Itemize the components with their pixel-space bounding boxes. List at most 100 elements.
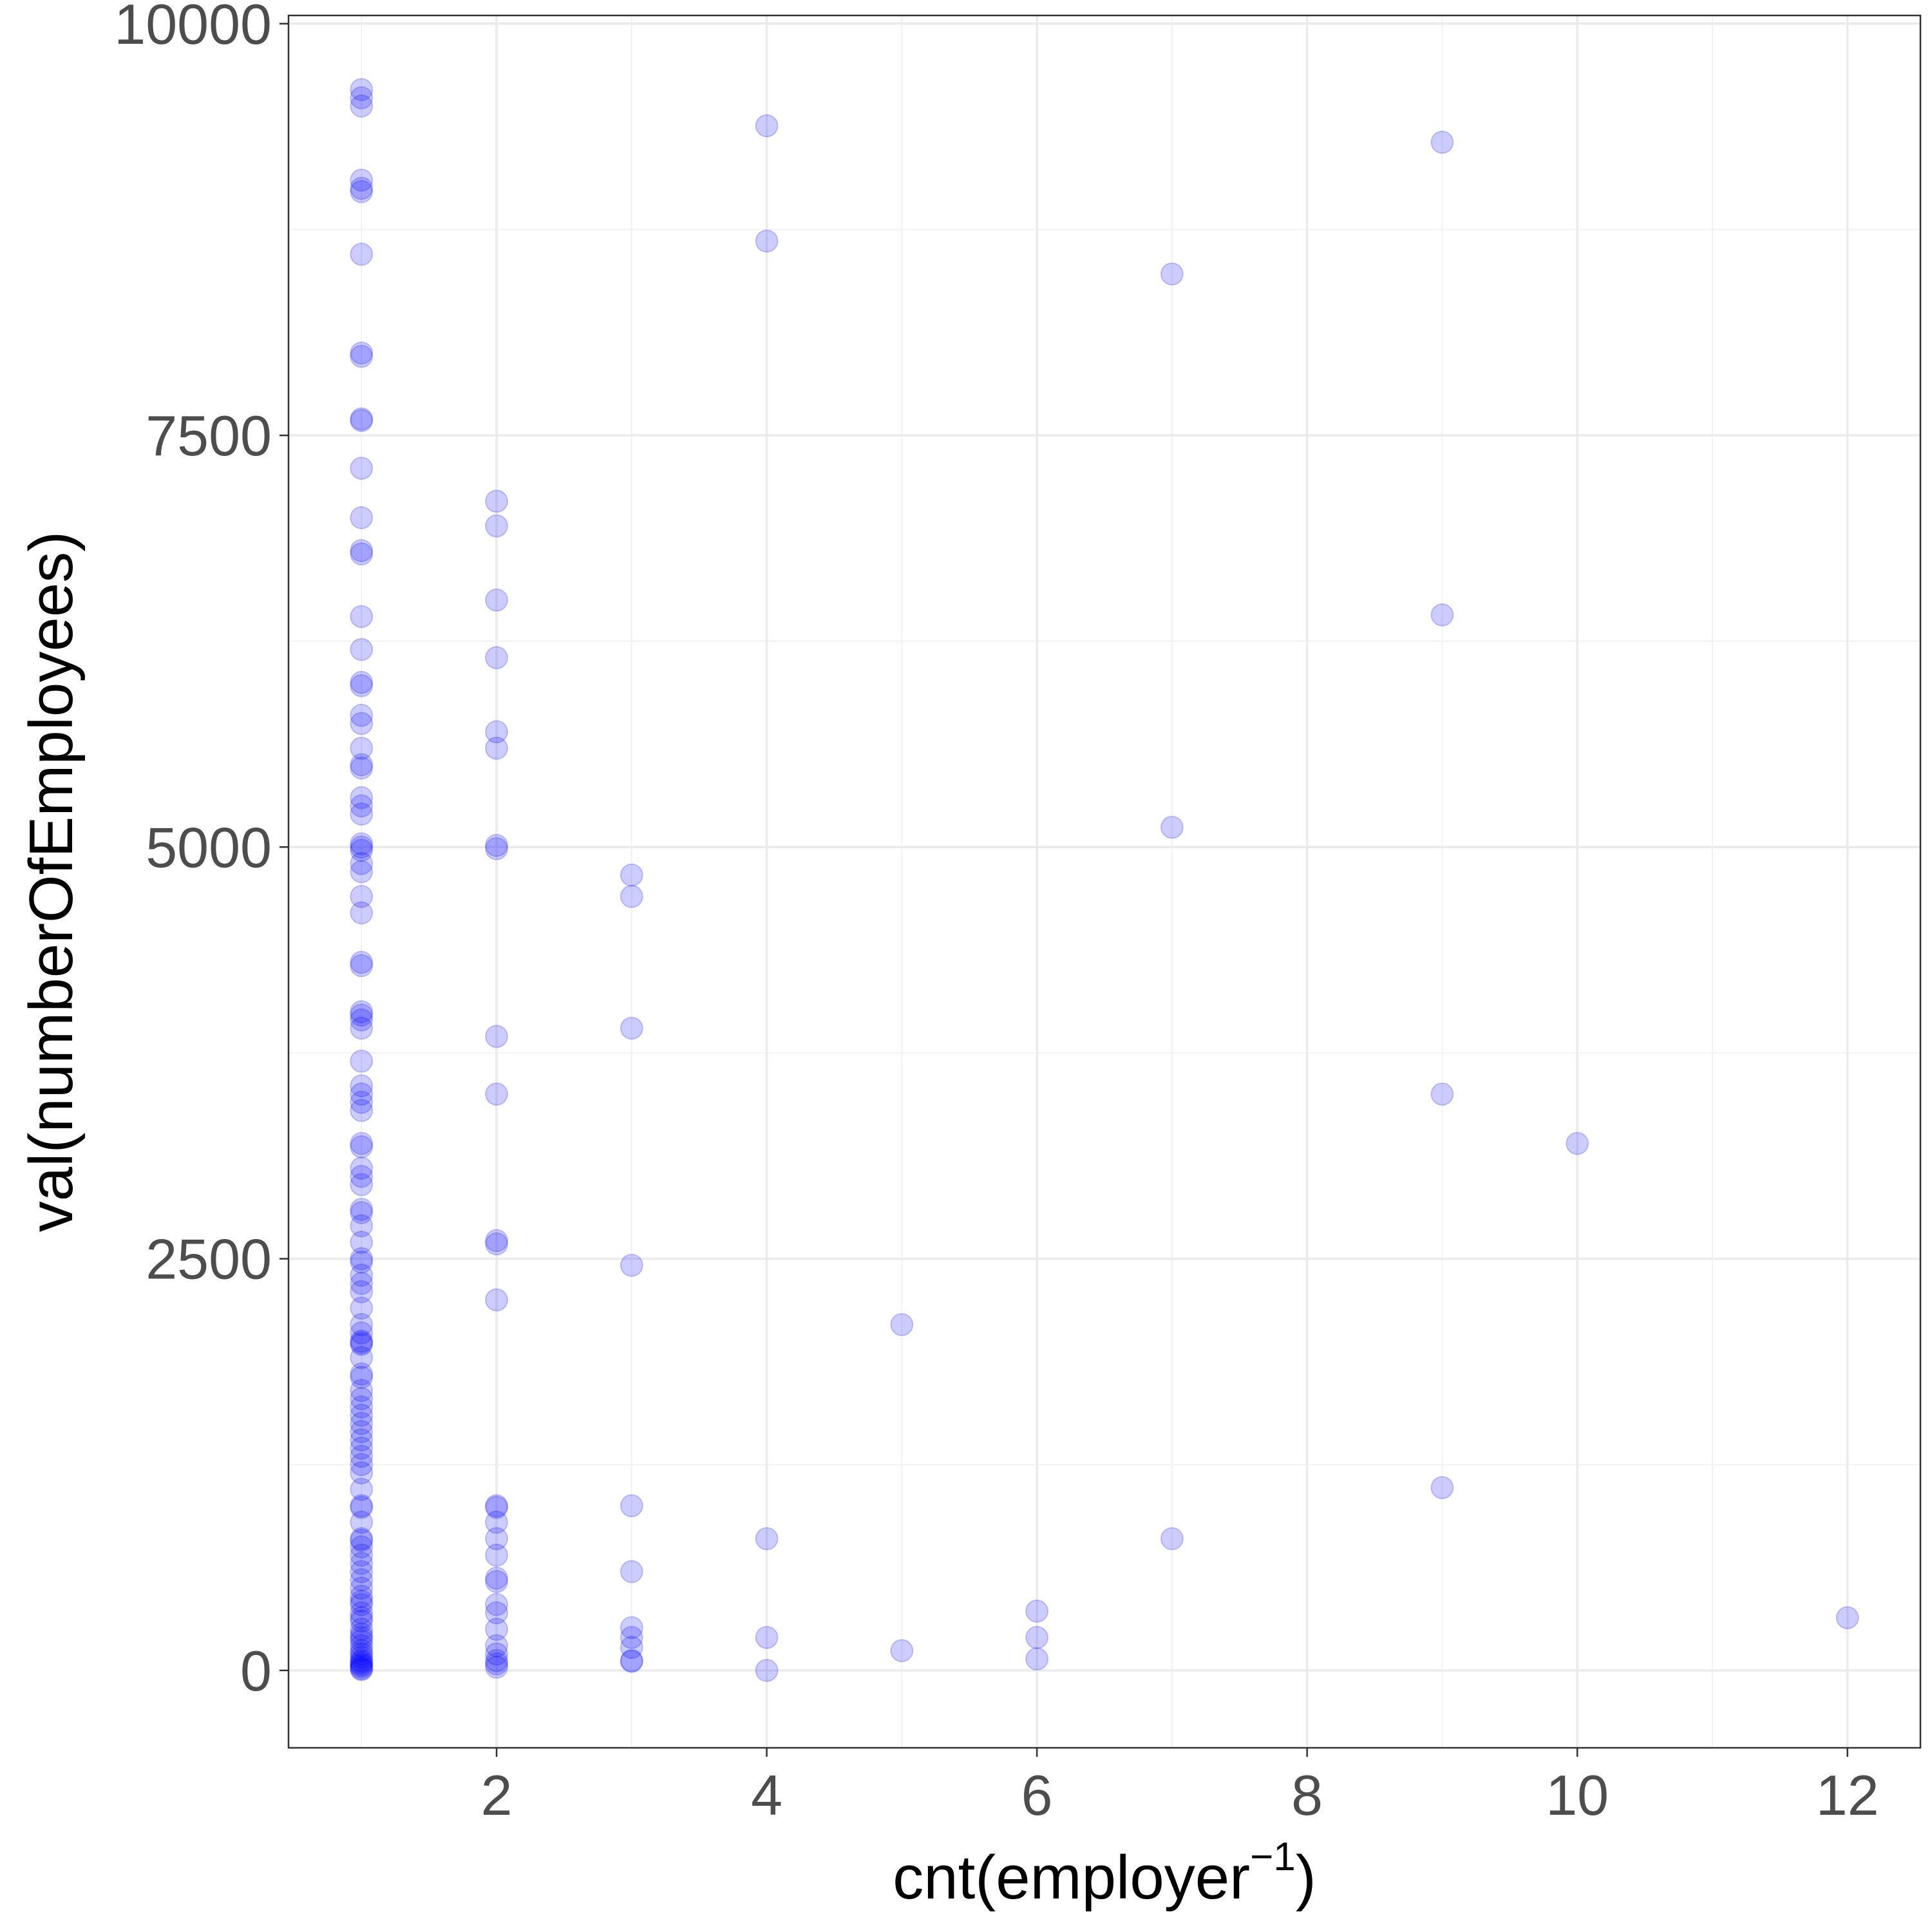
scatter-point	[620, 1616, 643, 1640]
scatter-point	[350, 242, 374, 266]
scatter-point	[1566, 1132, 1589, 1155]
scatter-point	[350, 1365, 374, 1389]
scatter-point	[620, 1636, 643, 1660]
scatter-point	[350, 1247, 374, 1271]
scatter-point	[620, 1649, 643, 1672]
scatter-point	[350, 885, 374, 909]
scatter-point	[350, 168, 374, 192]
scatter-point	[350, 1528, 374, 1552]
scatter-point	[485, 1655, 509, 1679]
scatter-point	[350, 1535, 374, 1559]
scatter-point	[485, 1082, 509, 1106]
scatter-point	[350, 674, 374, 697]
scatter-point	[350, 1403, 374, 1427]
scatter-point	[350, 835, 374, 859]
scatter-point	[350, 1000, 374, 1024]
scatter-point	[485, 1617, 509, 1641]
scatter-point	[485, 1025, 509, 1048]
scatter-point	[350, 1605, 374, 1629]
scatter-point	[350, 1495, 374, 1519]
scatter-point	[350, 409, 374, 433]
scatter-point	[485, 1593, 509, 1616]
scatter-point	[350, 954, 374, 978]
scatter-point	[350, 1652, 374, 1676]
scatter-point	[620, 1649, 643, 1673]
scatter-point	[620, 885, 643, 909]
scatter-point	[350, 1494, 374, 1518]
scatter-point	[890, 1312, 914, 1336]
scatter-point	[350, 1634, 374, 1658]
scatter-point	[620, 1016, 643, 1040]
scatter-point	[350, 901, 374, 925]
scatter-point	[350, 1560, 374, 1584]
scatter-point	[350, 1331, 374, 1354]
scatter-point	[350, 1082, 374, 1106]
y-axis-title: val(numberOfEmployees)	[17, 531, 86, 1232]
scatter-point	[1430, 1475, 1454, 1499]
scatter-point	[350, 86, 374, 109]
scatter-point	[620, 863, 643, 887]
plot-background	[289, 15, 1920, 1748]
scatter-point	[620, 1560, 643, 1584]
scatter-point	[1025, 1647, 1049, 1671]
scatter-point	[350, 756, 374, 780]
scatter-point	[350, 1601, 374, 1625]
scatter-point	[485, 588, 509, 612]
scatter-point	[485, 514, 509, 538]
scatter-point	[350, 1156, 374, 1180]
scatter-point	[1430, 603, 1454, 627]
scatter-point	[350, 1132, 374, 1155]
x-tick-label: 4	[751, 1763, 782, 1827]
scatter-point	[350, 1645, 374, 1669]
scatter-point	[350, 1420, 374, 1444]
scatter-point	[350, 1197, 374, 1221]
scatter-point	[350, 794, 374, 818]
scatter-point	[350, 1280, 374, 1303]
scatter-point	[350, 176, 374, 200]
data-points	[350, 78, 1859, 1682]
y-tick-label: 0	[240, 1639, 272, 1703]
scatter-point	[620, 1253, 643, 1277]
scatter-point	[350, 712, 374, 735]
scatter-point	[350, 1296, 374, 1320]
scatter-point	[485, 646, 509, 670]
x-tick-label: 12	[1816, 1763, 1879, 1827]
scatter-point	[350, 1657, 374, 1681]
scatter-point	[485, 1229, 509, 1253]
scatter-point	[350, 1543, 374, 1567]
scatter-point	[350, 539, 374, 563]
scatter-point	[485, 1495, 509, 1519]
scatter-point	[350, 1003, 374, 1027]
scatter-point	[350, 1049, 374, 1073]
scatter-point	[485, 1288, 509, 1312]
scatter-point	[350, 1090, 374, 1114]
scatter-point	[350, 1527, 374, 1551]
scatter-point	[485, 1494, 509, 1518]
x-tick-label: 2	[481, 1763, 513, 1827]
scatter-point	[485, 1232, 509, 1256]
scatter-point	[350, 786, 374, 810]
scatter-point	[350, 1173, 374, 1197]
scatter-point	[485, 1642, 509, 1666]
scatter-point	[350, 851, 374, 875]
y-tick-label: 5000	[146, 815, 272, 879]
scatter-point	[1430, 1082, 1454, 1106]
scatter-point	[350, 838, 374, 862]
scatter-point	[350, 345, 374, 368]
scatter-point	[350, 1135, 374, 1159]
scatter-point	[485, 1634, 509, 1658]
scatter-point	[485, 1652, 509, 1676]
scatter-point	[350, 1214, 374, 1238]
x-tick-label: 10	[1546, 1763, 1609, 1827]
scatter-point	[755, 229, 779, 253]
scatter-point	[1160, 1527, 1184, 1551]
scatter-point	[755, 1527, 779, 1551]
scatter-point	[350, 1639, 374, 1663]
scatter-point	[350, 1453, 374, 1477]
scatter-point	[350, 1642, 374, 1666]
scatter-point	[350, 1074, 374, 1098]
major-grid	[289, 15, 1920, 1748]
scatter-point	[1160, 815, 1184, 839]
scatter-point	[350, 1629, 374, 1653]
